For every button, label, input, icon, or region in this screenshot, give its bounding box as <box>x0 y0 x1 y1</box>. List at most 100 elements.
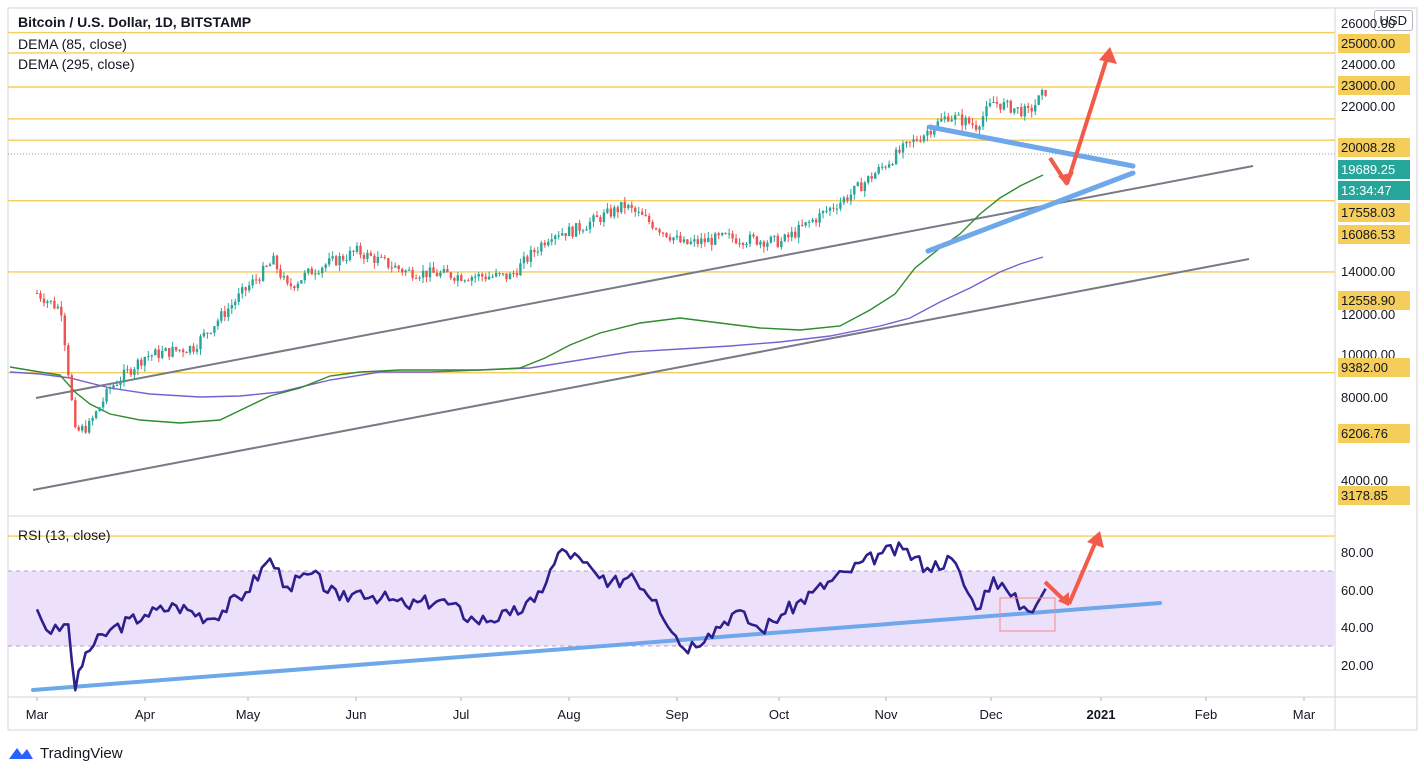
candle-body <box>616 207 619 213</box>
candle-body <box>411 269 414 279</box>
triangle-upper-line[interactable] <box>927 124 1136 169</box>
candle <box>967 116 971 125</box>
candle-body <box>755 236 759 245</box>
channel-lower-line[interactable] <box>32 258 1250 491</box>
tradingview-brand[interactable]: TradingView <box>8 742 123 764</box>
price-up-arrow[interactable] <box>1065 57 1109 185</box>
candle-body <box>867 176 870 183</box>
candle <box>355 242 359 254</box>
candle <box>703 233 706 247</box>
candle-body <box>634 207 637 212</box>
candle-body <box>731 233 734 239</box>
candle <box>922 134 926 144</box>
candle <box>1027 102 1030 113</box>
candle-body <box>905 141 908 144</box>
candle-body <box>154 349 157 356</box>
candle <box>345 254 348 264</box>
candle-body <box>369 252 373 256</box>
candle-body <box>860 182 863 192</box>
candle <box>213 326 216 337</box>
candle <box>456 272 459 287</box>
currency-selector[interactable]: USD <box>1373 10 1413 31</box>
candle-body <box>254 279 258 281</box>
candle <box>999 103 1002 114</box>
candle <box>275 254 279 274</box>
candle-body <box>1037 95 1040 105</box>
rsi-forecast-arrows[interactable] <box>1043 531 1104 606</box>
candle-body <box>522 256 526 264</box>
candle-body <box>665 232 668 237</box>
candle-body <box>380 256 383 258</box>
candle-body <box>567 226 571 236</box>
candle <box>352 250 355 257</box>
candle <box>289 278 293 290</box>
candle-body <box>39 293 42 299</box>
rsi-support-line[interactable] <box>31 601 1162 692</box>
candle-body <box>307 268 310 273</box>
candle-body <box>345 260 348 261</box>
dema-295-legend[interactable]: DEMA (295, close) <box>18 56 135 72</box>
rsi-axis-label: 80.00 <box>1341 545 1374 560</box>
candle-body <box>887 164 891 168</box>
candle-body <box>442 269 446 273</box>
candle <box>849 188 853 206</box>
candle <box>801 219 804 227</box>
candle <box>554 234 557 245</box>
candle <box>734 234 738 245</box>
candle <box>359 242 362 259</box>
candle-body <box>578 223 581 231</box>
candle <box>547 238 550 247</box>
candle-body <box>540 242 543 252</box>
candle <box>394 262 397 268</box>
candle-body <box>303 272 306 281</box>
candle <box>783 233 786 243</box>
candle <box>421 264 425 283</box>
candle <box>926 125 929 142</box>
candle-body <box>832 207 835 209</box>
candle <box>755 235 759 246</box>
candle-body <box>710 237 713 245</box>
candle <box>77 425 80 432</box>
price-forecast-arrows[interactable] <box>1048 47 1117 186</box>
candle-body <box>651 222 654 229</box>
candle <box>174 346 178 352</box>
candle-body <box>293 286 296 288</box>
candle-body <box>352 250 355 252</box>
candle-body <box>460 275 463 281</box>
candle <box>856 181 859 187</box>
candle-body <box>383 257 386 259</box>
candle <box>738 238 741 248</box>
candle-body <box>804 222 807 226</box>
candle <box>574 223 578 237</box>
candle <box>376 251 379 266</box>
rsi-axis-label: 20.00 <box>1341 658 1374 673</box>
candle-body <box>1030 107 1033 112</box>
candle-body <box>721 233 724 236</box>
candle <box>658 227 661 236</box>
dema-85-legend[interactable]: DEMA (85, close) <box>18 36 127 52</box>
candle <box>794 227 797 240</box>
candle-body <box>494 273 498 277</box>
price-up-arrowhead <box>1099 47 1117 64</box>
candle-body <box>954 115 957 120</box>
chart-title[interactable]: Bitcoin / U.S. Dollar, 1D, BITSTAMP <box>18 14 252 30</box>
candle-body <box>112 385 115 388</box>
candle-body <box>390 267 393 269</box>
rsi-up-arrow[interactable] <box>1067 540 1098 605</box>
candle <box>1034 99 1037 115</box>
candle <box>81 423 84 433</box>
candle-body <box>140 359 143 366</box>
time-label: Feb <box>1194 707 1218 722</box>
rsi-legend[interactable]: RSI (13, close) <box>18 527 111 543</box>
candle-body <box>995 102 999 104</box>
candle-body <box>564 233 567 237</box>
candle <box>814 217 818 227</box>
candle <box>1037 95 1040 106</box>
candle-body <box>481 274 484 277</box>
candle-body <box>529 249 533 262</box>
candle-body <box>1040 90 1044 96</box>
triangle-lower-line[interactable] <box>925 170 1136 254</box>
candle <box>300 280 303 284</box>
candle-body <box>912 139 915 142</box>
